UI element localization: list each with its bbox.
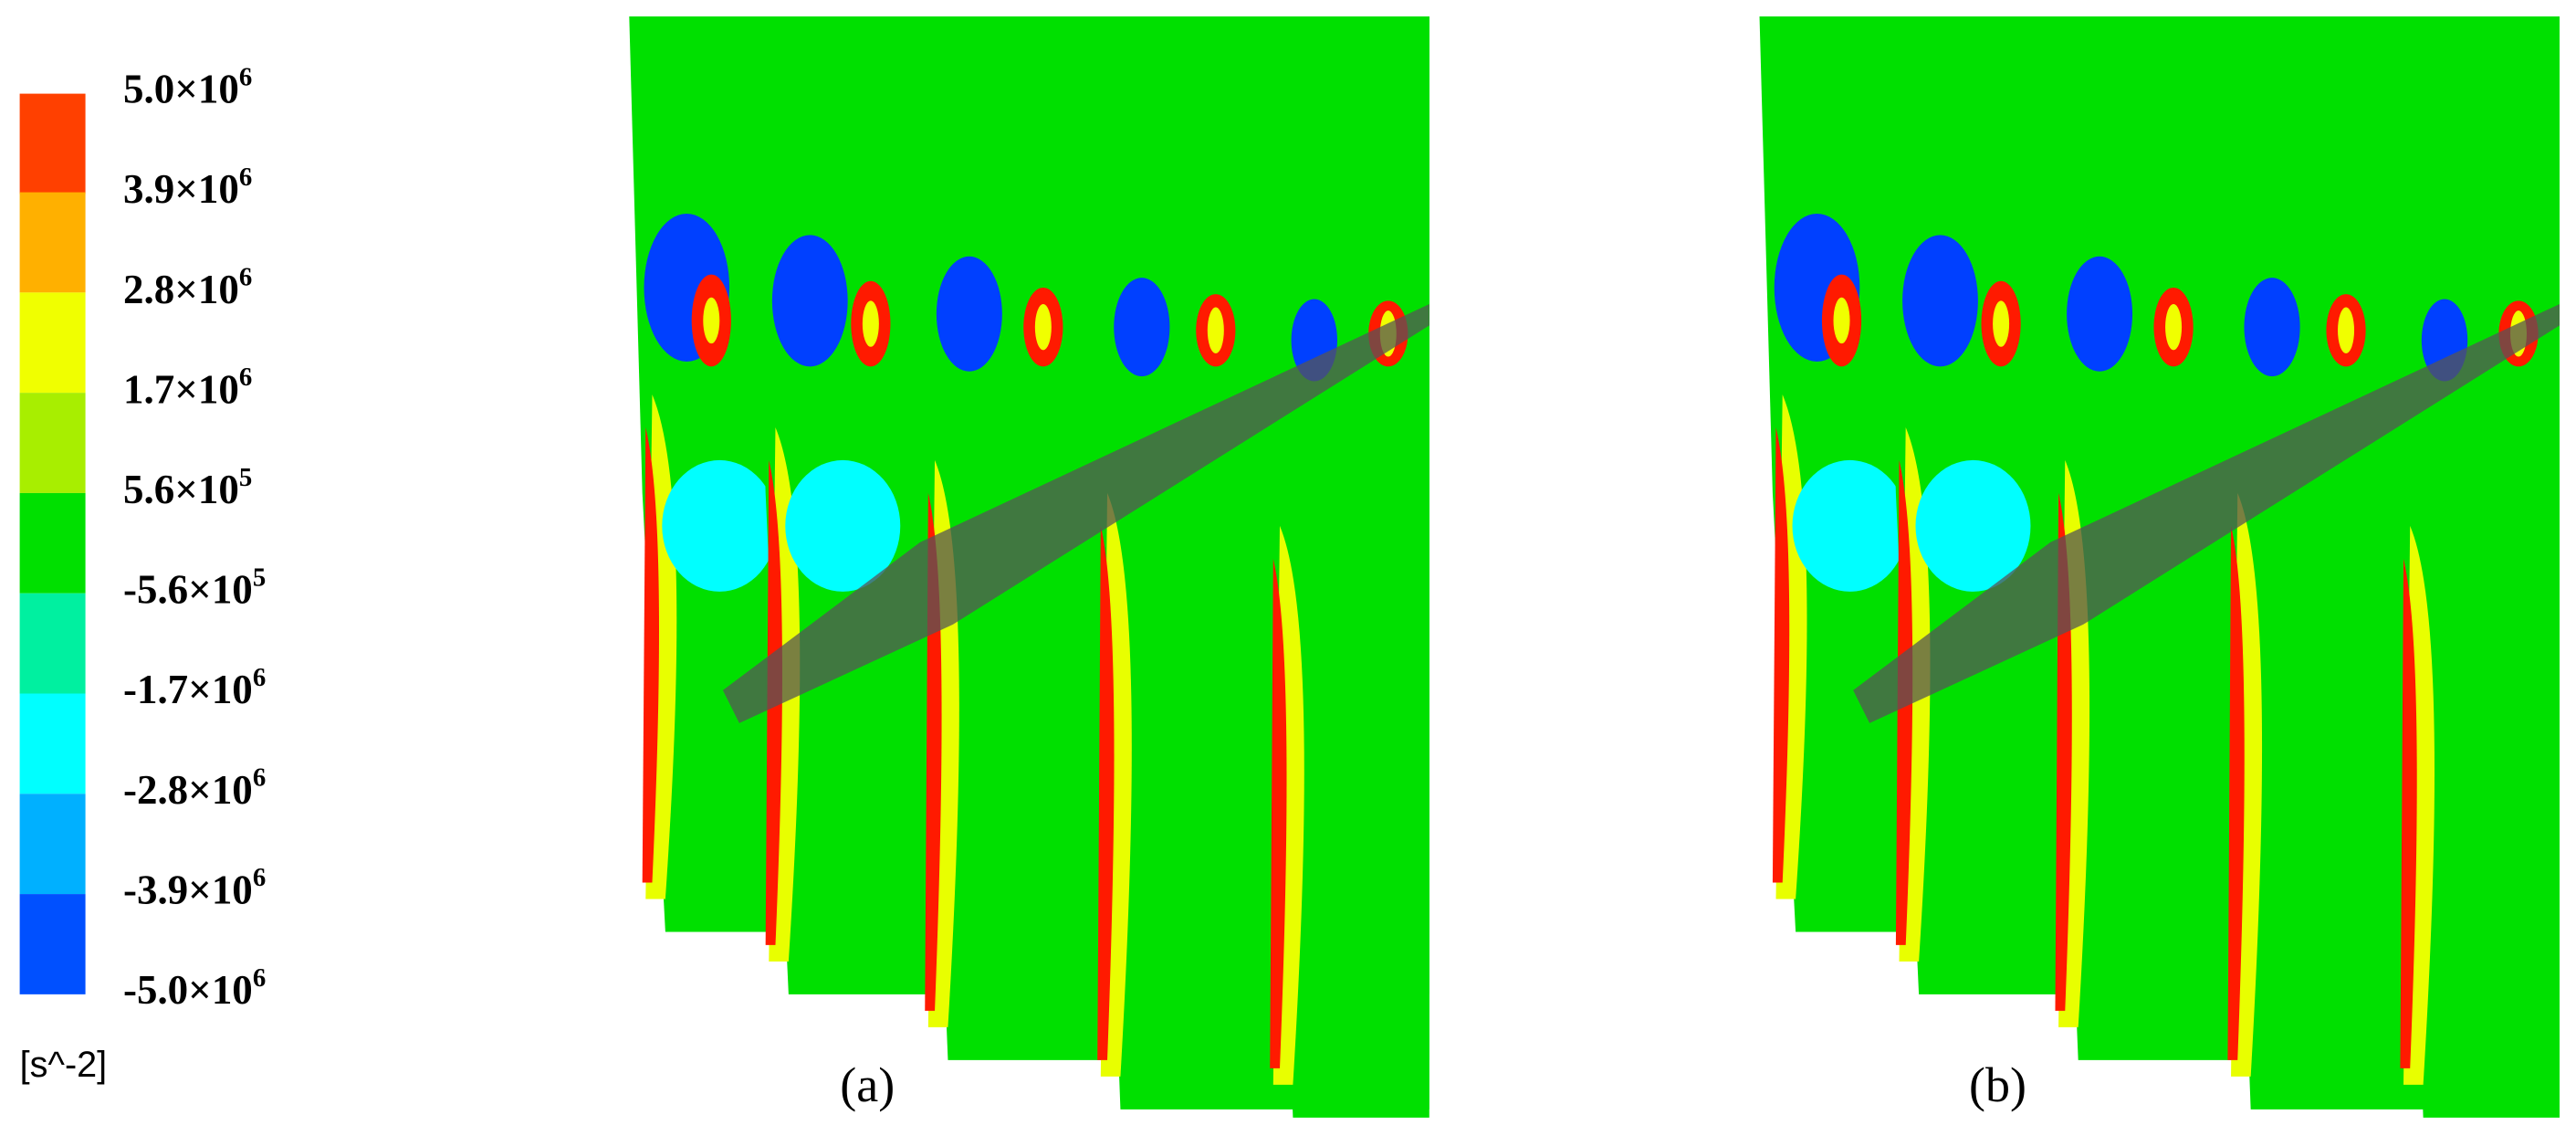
panel-label: (b)	[1969, 1057, 2026, 1112]
vortex	[2165, 303, 2183, 351]
label-exponent: 6	[239, 62, 252, 91]
label-exponent: 6	[253, 663, 266, 692]
panel-label: (a)	[840, 1057, 895, 1112]
label-base: 5.0×10	[123, 67, 239, 112]
colorbar-label: 3.9×106	[123, 163, 252, 213]
label-exponent: 5	[239, 462, 252, 491]
vortex	[703, 297, 720, 344]
vortex	[2067, 256, 2133, 372]
label-base: -3.9×10	[123, 868, 253, 913]
vortex	[862, 300, 879, 347]
vortex	[1993, 300, 2010, 347]
label-base: -5.0×10	[123, 967, 253, 1013]
label-base: -1.7×10	[123, 668, 253, 713]
label-exponent: 5	[253, 563, 266, 592]
vortex	[2244, 278, 2300, 377]
vortex-tube	[1853, 303, 2560, 723]
slice-edge	[2227, 525, 2245, 1060]
slice-edge	[1772, 426, 1790, 883]
vortex	[1833, 297, 1850, 344]
colorbar-label: -2.8×106	[123, 763, 266, 813]
label-base: 3.9×10	[123, 167, 239, 213]
vortex	[785, 459, 901, 592]
slice-edge	[2400, 558, 2417, 1068]
vortex	[771, 235, 848, 367]
slice-edge	[1097, 525, 1115, 1060]
contour-panel	[629, 16, 1429, 1118]
vortex	[1034, 303, 1052, 351]
colorbar-label: -1.7×106	[123, 663, 266, 713]
colorbar-label: 1.7×106	[123, 363, 252, 413]
label-base: 5.6×10	[123, 467, 239, 512]
slice-edge	[642, 426, 659, 883]
label-exponent: 6	[253, 763, 266, 792]
colorbar-label: -3.9×106	[123, 863, 266, 913]
label-base: 2.8×10	[123, 267, 239, 312]
label-exponent: 6	[239, 363, 252, 392]
slice-edge	[1270, 558, 1287, 1068]
label-exponent: 6	[253, 863, 266, 892]
colorbar	[19, 93, 86, 994]
vortex	[1114, 278, 1170, 377]
vortex	[1915, 459, 2031, 592]
colorbar-label: -5.6×105	[123, 563, 266, 613]
colorbar-label: -5.0×106	[123, 962, 266, 1013]
contour-panel	[1759, 16, 2560, 1118]
label-base: -5.6×10	[123, 567, 253, 613]
label-base: 1.7×10	[123, 367, 239, 413]
label-exponent: 6	[239, 163, 252, 192]
colorbar-unit: [s^-2]	[20, 1045, 108, 1085]
colorbar-label: 5.0×106	[123, 62, 252, 112]
colorbar-label: 2.8×106	[123, 262, 252, 312]
vortex	[2338, 307, 2355, 353]
label-exponent: 6	[253, 962, 266, 992]
vortex	[1207, 307, 1224, 353]
vortex	[1902, 235, 1978, 367]
vortex	[662, 459, 778, 592]
label-exponent: 6	[239, 262, 252, 291]
vortex	[1792, 459, 1908, 592]
vortex	[936, 256, 1002, 372]
label-base: -2.8×10	[123, 767, 253, 813]
colorbar-label: 5.6×105	[123, 462, 252, 512]
vortex-tube	[722, 303, 1429, 723]
